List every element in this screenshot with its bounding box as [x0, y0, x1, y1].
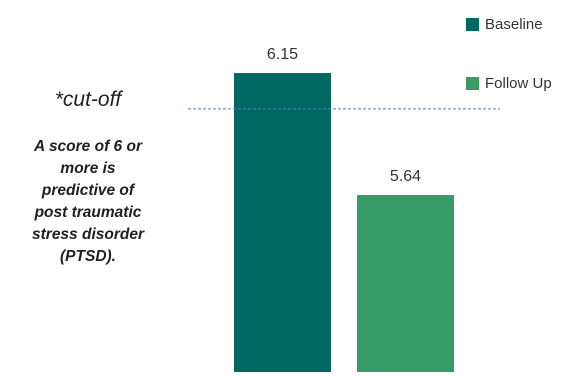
legend-item-follow-up: Follow Up	[466, 75, 552, 92]
cutoff-annotation-title: *cut-off	[54, 88, 122, 111]
value-label-baseline: 6.15	[267, 46, 298, 63]
annotation-line: A score of 6 or	[34, 138, 142, 155]
annotation-line: predictive of	[41, 182, 135, 199]
value-labels-group: 6.15 5.64	[267, 46, 421, 185]
value-label-follow-up: 5.64	[390, 168, 421, 185]
legend-swatch-baseline	[466, 18, 479, 31]
annotation-line: post traumatic	[34, 204, 142, 221]
annotation-line: (PTSD).	[60, 248, 116, 265]
annotation-line: stress disorder	[32, 226, 144, 243]
legend-label-follow-up: Follow Up	[485, 75, 552, 92]
annotation-line: more is	[60, 160, 116, 177]
cutoff-annotation-text: A score of 6 or more is predictive of po…	[0, 136, 176, 268]
bar-follow-up	[357, 195, 454, 372]
legend-label-baseline: Baseline	[485, 16, 543, 33]
bar-baseline	[234, 73, 331, 372]
legend-item-baseline: Baseline	[466, 16, 543, 33]
bars-group	[234, 73, 454, 372]
legend-swatch-follow-up	[466, 77, 479, 90]
